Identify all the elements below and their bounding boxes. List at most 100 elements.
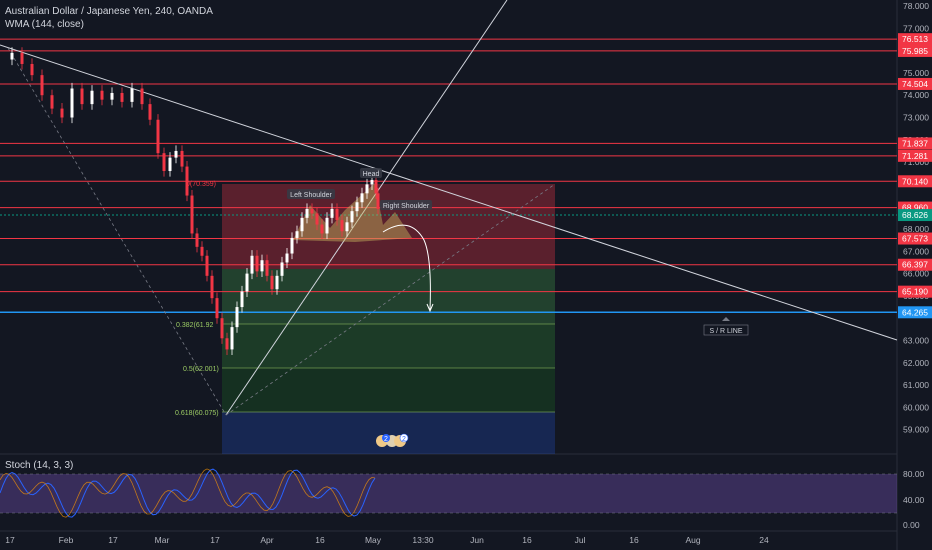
symbol-title: Australian Dollar / Japanese Yen, 240, O… [5, 6, 213, 17]
candle-body [355, 202, 359, 212]
candle-body [265, 260, 269, 276]
candle-body [60, 108, 64, 118]
candle-body [10, 52, 14, 60]
ascending-trendline[interactable] [225, 0, 508, 416]
price-tick: 67.000 [903, 246, 929, 256]
candle-body [240, 291, 244, 308]
time-tick: Jul [575, 535, 586, 545]
head-label-bg [360, 168, 382, 178]
candle-body [200, 246, 204, 256]
candle-body [168, 157, 172, 172]
time-tick: Apr [260, 535, 273, 545]
candle-body [185, 166, 189, 196]
price-tag [898, 44, 932, 57]
sr-line-marker [722, 317, 730, 321]
price-tick: 71.000 [903, 157, 929, 167]
price-tag-label: 74.504 [902, 79, 928, 89]
price-tag [898, 33, 932, 46]
event-badge [382, 434, 390, 442]
head-label[interactable]: Head [363, 171, 380, 178]
stoch-d-line[interactable] [0, 468, 376, 518]
candle-body [374, 179, 378, 194]
time-tick: May [365, 535, 382, 545]
time-tick: 13:30 [412, 535, 434, 545]
time-tick: 16 [629, 535, 639, 545]
fib-zone-blue[interactable] [222, 412, 555, 454]
right-shoulder-label[interactable]: Right Shoulder [383, 203, 430, 210]
candle-body [180, 150, 184, 167]
candle-body [315, 213, 319, 225]
time-tick: Aug [685, 535, 700, 545]
time-tick: 17 [210, 535, 220, 545]
stoch-axis[interactable]: 80.00 40.00 0.00 [903, 469, 925, 530]
candle-body [285, 253, 289, 263]
price-tag [898, 258, 932, 271]
sr-line-label[interactable]: S / R LINE [709, 328, 742, 335]
fib-diagonal-dashed [225, 183, 556, 416]
candle-body [148, 104, 152, 120]
candle-body [290, 237, 294, 254]
price-tag-label: 75.985 [902, 46, 928, 56]
price-tag-label: 71.281 [902, 151, 928, 161]
candle-body [162, 153, 166, 172]
price-tick: 73.000 [903, 113, 929, 123]
candle-body [310, 208, 314, 214]
fib-zone-green-c[interactable] [222, 368, 555, 412]
price-tag [898, 77, 932, 90]
candle-body [320, 224, 324, 234]
price-tag-label: 65.190 [902, 287, 928, 297]
candle-body [100, 90, 104, 100]
descending-trendline[interactable] [0, 44, 898, 341]
candle-body [90, 90, 94, 105]
candle-body [360, 193, 364, 203]
projection-arrow[interactable] [382, 224, 431, 311]
left-shoulder-label[interactable]: Left Shoulder [290, 192, 332, 199]
price-tag [898, 209, 932, 222]
candle-body [30, 63, 34, 76]
indicator-title[interactable]: WMA (144, close) [5, 19, 84, 30]
candle-body [210, 275, 214, 299]
candle-body [230, 327, 234, 350]
fib-zone-green-b[interactable] [222, 324, 555, 368]
candle-body [245, 273, 249, 292]
price-tag-label: 71.837 [902, 138, 928, 148]
price-tick: 75.000 [903, 68, 929, 78]
candle-body [190, 195, 194, 234]
price-tag [898, 285, 932, 298]
candle-body [280, 262, 284, 276]
candle-body [174, 150, 178, 158]
candle-body [250, 255, 254, 274]
candle-body [350, 211, 354, 223]
fib-0-label: 0(70.359) [186, 181, 216, 188]
candle-body [325, 217, 329, 234]
time-tick: Feb [59, 535, 74, 545]
candle-body [195, 233, 199, 247]
price-tag [898, 175, 932, 188]
candle-body [20, 52, 24, 64]
candle-body [110, 92, 114, 100]
event-badge-count: 2 [384, 436, 388, 443]
price-tag-label: 64.265 [902, 307, 928, 317]
candle-body [330, 208, 334, 218]
candle-body [120, 92, 124, 102]
price-tick: 61.000 [903, 380, 929, 390]
fib-382-label: 0.382(61.92 [176, 322, 213, 329]
price-tag [898, 149, 932, 162]
stoch-band [0, 474, 897, 513]
candle-body [260, 260, 264, 272]
fib-zone-red[interactable] [222, 184, 555, 269]
time-axis[interactable]: 17 Feb 17 Mar 17 Apr 16 May 13:30 Jun 16 Jul 16 Aug 24 [5, 535, 769, 545]
price-tick: 62.000 [903, 358, 929, 368]
candle-body [295, 231, 299, 238]
candle-body [215, 298, 219, 319]
candle-body [225, 338, 229, 350]
time-tick: 17 [5, 535, 15, 545]
price-tag-label: 68.626 [902, 210, 928, 220]
price-tick: 78.000 [903, 1, 929, 11]
stoch-k-line[interactable] [0, 468, 376, 518]
stoch-title[interactable]: Stoch (14, 3, 3) [5, 460, 74, 471]
candle-body [205, 255, 209, 276]
price-tick: 60.000 [903, 402, 929, 412]
